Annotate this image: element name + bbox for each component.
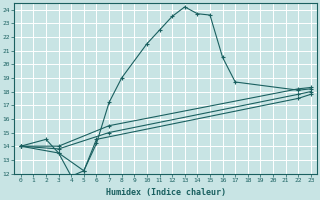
X-axis label: Humidex (Indice chaleur): Humidex (Indice chaleur) xyxy=(106,188,226,197)
